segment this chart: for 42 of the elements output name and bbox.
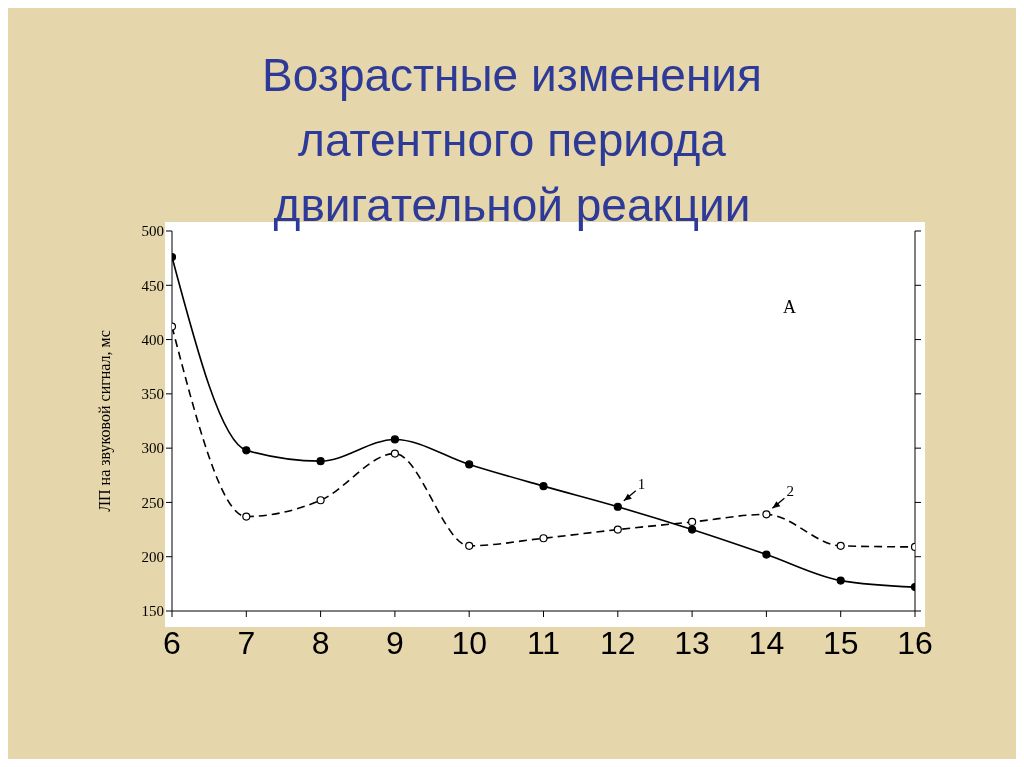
point (316, 457, 325, 466)
x-tick-label: 6 (163, 624, 181, 661)
y-tick-label: 450 (141, 277, 164, 294)
point (688, 517, 697, 527)
y-tick-label: 400 (141, 331, 164, 348)
x-tick-label: 14 (748, 624, 785, 661)
y-tick-label: 150 (141, 603, 164, 620)
y-tick-label: 200 (141, 549, 164, 566)
point (242, 446, 251, 455)
point (762, 550, 771, 559)
y-axis-title: ЛП на звуковой сигнал, мс (95, 330, 114, 512)
point (836, 541, 845, 550)
series-label: 2 (786, 483, 794, 500)
chart-title: Возрастные изменения латентного периода двигательной реакции (261, 48, 763, 233)
x-tick-label: 12 (600, 624, 636, 661)
point (316, 496, 325, 505)
y-tick-label: 300 (141, 440, 164, 457)
annotation: А (783, 297, 796, 317)
x-tick-label: 11 (526, 624, 561, 661)
x-tick-label: 8 (311, 624, 330, 661)
point (762, 510, 771, 519)
x-tick-label: 10 (451, 624, 487, 661)
point (390, 449, 399, 458)
point (390, 435, 399, 444)
x-tick-label: 7 (237, 624, 256, 661)
point (465, 541, 474, 550)
point (539, 534, 548, 543)
point (688, 525, 697, 534)
point (242, 512, 251, 521)
point (836, 576, 845, 585)
x-tick-label: 13 (674, 624, 710, 661)
x-tick-label: 16 (897, 624, 933, 661)
point (613, 502, 622, 511)
point (539, 482, 548, 491)
series-label: 1 (637, 475, 646, 492)
y-tick-label: 250 (141, 494, 164, 511)
point (613, 525, 622, 534)
y-tick-label: 500 (141, 223, 164, 240)
x-tick-label: 9 (386, 624, 404, 661)
point (465, 460, 474, 469)
y-tick-label: 350 (141, 386, 164, 403)
x-tick-label: 15 (822, 624, 859, 661)
